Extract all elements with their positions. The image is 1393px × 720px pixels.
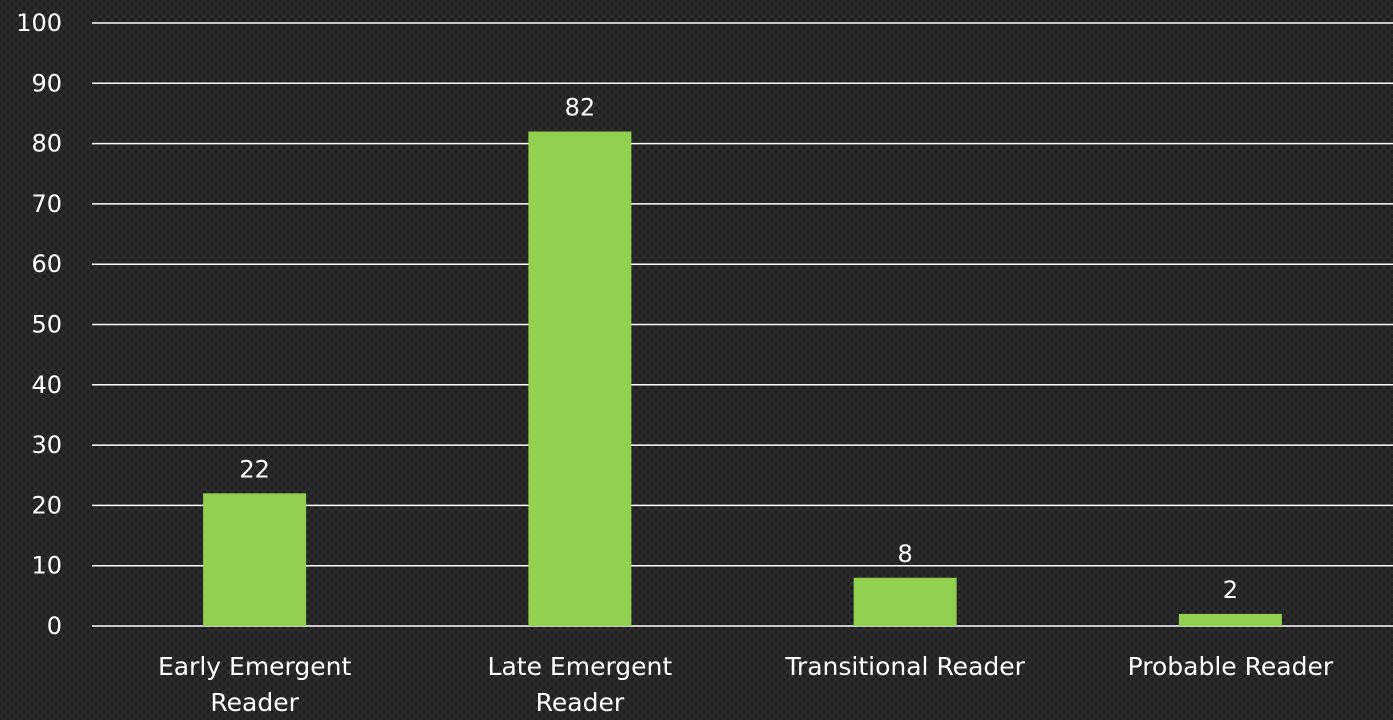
category-label-3: Transitional Reader (784, 652, 1025, 681)
y-tick-label-100: 100 (16, 9, 62, 37)
category-label-1: Early Emergent Reader (158, 652, 352, 717)
bar-3 (853, 577, 957, 626)
gridlines (92, 22, 1393, 627)
y-tick-label-30: 30 (31, 431, 62, 459)
y-tick-label-0: 0 (47, 612, 62, 640)
y-tick-label-60: 60 (31, 250, 62, 278)
data-label-2: 82 (565, 94, 596, 122)
y-tick-label-70: 70 (31, 190, 62, 218)
y-tick-label-20: 20 (31, 491, 62, 519)
y-tick-label-10: 10 (31, 552, 62, 580)
bar-4 (1178, 613, 1282, 626)
category-label-line: Early Emergent (158, 652, 352, 681)
bar-2 (528, 131, 632, 627)
category-label-line: Reader (536, 688, 625, 717)
category-label-line: Transitional Reader (784, 652, 1025, 681)
y-axis: 0 10 20 30 40 50 60 70 80 90 100 (16, 9, 62, 640)
category-label-line: Probable Reader (1128, 652, 1334, 681)
y-tick-label-90: 90 (31, 69, 62, 97)
bars (203, 131, 1282, 627)
x-axis: Early Emergent Reader Late Emergent Reader T… (158, 652, 1334, 717)
category-label-2: Late Emergent Reader (488, 652, 673, 717)
category-label-line: Reader (210, 688, 299, 717)
data-label-4: 2 (1223, 576, 1238, 604)
data-label-1: 22 (239, 455, 270, 483)
y-tick-label-40: 40 (31, 371, 62, 399)
category-label-4: Probable Reader (1128, 652, 1334, 681)
category-label-line: Late Emergent (488, 652, 673, 681)
y-tick-label-80: 80 (31, 130, 62, 158)
data-label-3: 8 (897, 540, 912, 568)
y-tick-label-50: 50 (31, 311, 62, 339)
bar-1 (203, 493, 307, 626)
